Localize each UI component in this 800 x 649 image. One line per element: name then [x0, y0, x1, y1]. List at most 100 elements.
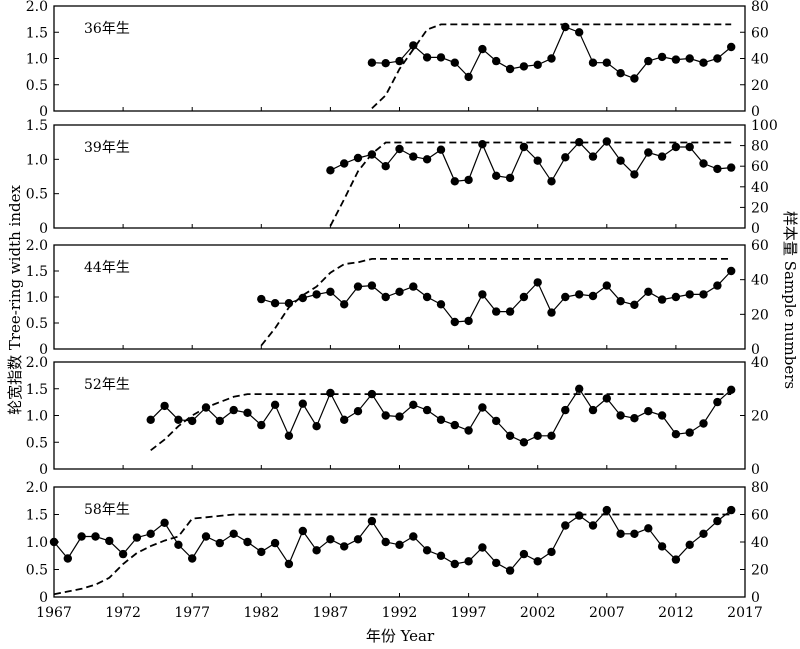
index-point: [284, 431, 294, 440]
index-point: [326, 388, 335, 398]
index-point: [657, 152, 667, 161]
left-tick-label: 0.5: [26, 316, 48, 332]
index-point: [713, 281, 722, 290]
index-point: [533, 278, 542, 287]
panel-label: 36年生: [84, 21, 130, 37]
right-tick-label: 40: [751, 535, 769, 551]
right-tick-label: 100: [751, 118, 778, 134]
index-point: [395, 144, 404, 154]
index-point: [602, 281, 611, 290]
index-point: [492, 56, 501, 66]
index-point: [602, 58, 611, 67]
index-point: [657, 52, 667, 62]
index-point: [49, 537, 59, 547]
index-point: [671, 142, 681, 152]
index-point: [132, 533, 142, 542]
index-point: [699, 419, 708, 428]
index-line: [371, 26, 732, 80]
panel-label: 58年生: [84, 502, 130, 518]
index-point: [644, 148, 653, 157]
index-point: [630, 74, 639, 83]
index-point: [450, 559, 459, 569]
index-point: [353, 535, 363, 544]
right-tick-label: 20: [751, 200, 769, 216]
index-point: [533, 557, 542, 566]
sample-number-line: [329, 141, 732, 227]
index-point: [229, 529, 238, 538]
index-point: [436, 300, 446, 309]
right-tick-label: 0: [751, 462, 760, 478]
index-point: [436, 415, 446, 424]
index-point: [671, 430, 681, 439]
left-tick-label: 0: [39, 104, 48, 120]
right-tick-label: 60: [751, 238, 769, 254]
sample-number-line: [53, 513, 732, 596]
index-point: [630, 414, 639, 423]
index-point: [409, 41, 418, 50]
right-tick-label: 60: [751, 25, 769, 41]
index-point: [91, 532, 100, 541]
x-tick-label: 2002: [520, 605, 556, 621]
index-point: [478, 44, 487, 54]
chart-panels: 00.51.01.52.002040608036年生00.51.01.50204…: [26, 0, 778, 606]
left-tick-label: 1.5: [26, 264, 48, 280]
index-point: [450, 317, 459, 327]
x-axis: 1967 1972 1977 1982 1987 1992 1997 2002 2007 2012…: [36, 605, 763, 621]
index-point: [519, 549, 529, 559]
sample-number-line: [260, 257, 732, 347]
panel-label: 52年生: [84, 377, 130, 393]
index-point: [464, 316, 473, 326]
index-point: [381, 59, 390, 68]
index-point: [270, 299, 280, 308]
panel-label: 44年生: [84, 260, 130, 276]
panel-5: 0 0.5 1.0 1.5 2.0 0 20 40 60 80 58年生: [26, 480, 769, 606]
index-point: [492, 171, 501, 180]
index-point: [727, 505, 736, 515]
index-point: [519, 438, 529, 447]
index-point: [367, 150, 377, 159]
right-tick-label: 20: [751, 409, 769, 425]
index-point: [492, 558, 501, 568]
right-tick-label: 20: [751, 307, 769, 323]
index-point: [353, 282, 363, 291]
index-point: [505, 307, 515, 316]
right-tick-label: 0: [751, 590, 760, 606]
index-point: [547, 177, 556, 186]
right-tick-label: 40: [751, 355, 769, 371]
index-point: [353, 407, 363, 416]
index-point: [395, 287, 404, 296]
index-point: [547, 54, 556, 63]
index-point: [381, 162, 390, 171]
index-point: [575, 384, 584, 393]
index-point: [533, 431, 542, 440]
index-point: [602, 394, 611, 403]
index-point: [381, 411, 390, 420]
index-point: [644, 287, 653, 296]
index-point: [381, 537, 390, 547]
index-point: [561, 405, 570, 415]
x-tick-label: 2017: [727, 605, 763, 621]
index-point: [422, 292, 432, 302]
left-tick-label: 0: [39, 221, 48, 237]
left-tick-label: 0.5: [26, 435, 48, 451]
index-point: [422, 546, 432, 555]
left-tick-label: 0: [39, 462, 48, 478]
index-point: [671, 555, 681, 564]
index-point: [188, 416, 197, 426]
x-tick-label: 1997: [451, 605, 487, 621]
index-point: [575, 511, 584, 520]
index-point: [367, 516, 377, 526]
index-point: [713, 397, 722, 407]
index-point: [257, 420, 266, 430]
index-point: [160, 518, 169, 527]
index-point: [547, 308, 556, 317]
index-point: [395, 412, 404, 421]
index-point: [422, 53, 432, 62]
x-tick-label: 2012: [658, 605, 694, 621]
index-point: [243, 408, 252, 417]
index-point: [298, 399, 307, 408]
index-point: [685, 428, 694, 437]
index-point: [561, 153, 570, 162]
index-point: [699, 290, 708, 299]
right-tick-label: 20: [751, 78, 769, 94]
